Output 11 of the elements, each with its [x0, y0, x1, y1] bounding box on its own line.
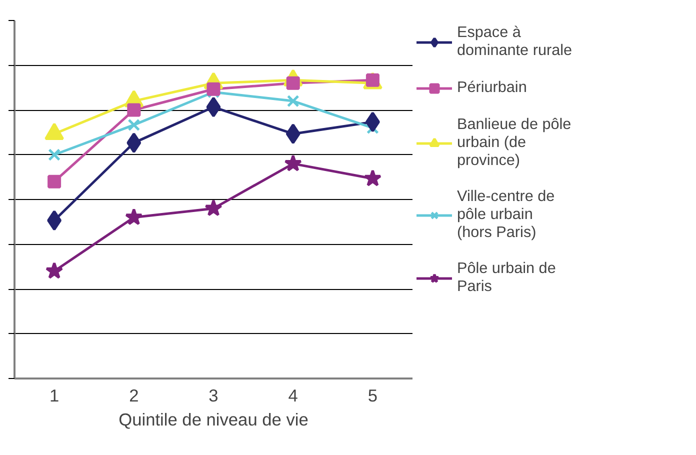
- x-tick-label: 2: [129, 386, 139, 406]
- x-tick-label: 3: [208, 386, 218, 406]
- legend-label: Pôle urbain de Paris: [457, 260, 556, 296]
- x-tick-label: 4: [288, 386, 298, 406]
- x-tick-label: 1: [49, 386, 60, 406]
- legend-label: Périurbain: [457, 79, 527, 97]
- x-tick-label: 5: [368, 386, 378, 406]
- legend-label: Ville-centre de pôle urbain (hors Paris): [457, 188, 555, 242]
- x-axis-title: Quintile de niveau de vie: [118, 410, 308, 430]
- legend-label: Espace à dominante rurale: [457, 24, 572, 60]
- legend-label: Banlieue de pôle urbain (de province): [457, 116, 572, 170]
